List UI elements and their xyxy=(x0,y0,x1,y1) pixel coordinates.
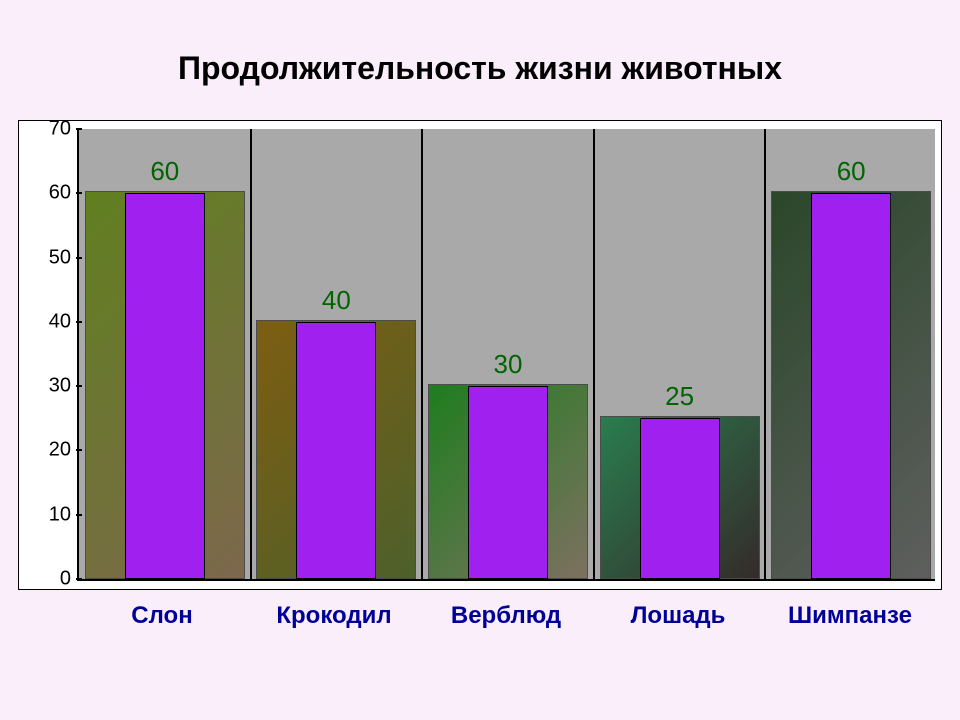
y-tick-mark xyxy=(76,514,82,516)
y-tick-label: 30 xyxy=(19,375,77,398)
x-axis-label: Лошадь xyxy=(592,602,764,630)
bar xyxy=(296,322,376,579)
x-axis-labels: СлонКрокодилВерблюдЛошадьШимпанзе xyxy=(76,602,936,630)
x-axis-label: Крокодил xyxy=(248,602,420,630)
y-tick-mark xyxy=(76,321,82,323)
bar-value-label: 60 xyxy=(765,156,937,187)
grid-vline xyxy=(250,129,252,579)
chart-title: Продолжительность жизни животных xyxy=(0,50,960,87)
bar xyxy=(125,193,205,579)
bar-value-label: 30 xyxy=(422,349,594,380)
bar-value-label: 60 xyxy=(79,156,251,187)
y-tick-label: 50 xyxy=(19,246,77,269)
y-tick-mark xyxy=(76,578,82,580)
bar-value-label: 40 xyxy=(251,285,423,316)
x-axis-label: Верблюд xyxy=(420,602,592,630)
bar xyxy=(640,418,720,579)
y-tick-mark xyxy=(76,257,82,259)
y-tick-label: 60 xyxy=(19,182,77,205)
x-axis-label: Шимпанзе xyxy=(764,602,936,630)
bar xyxy=(468,386,548,579)
y-tick-label: 10 xyxy=(19,503,77,526)
y-tick-mark xyxy=(76,385,82,387)
y-tick-mark xyxy=(76,192,82,194)
y-tick-label: 0 xyxy=(19,568,77,591)
x-axis-label: Слон xyxy=(76,602,248,630)
plot-region: 60 40 3025 60 xyxy=(77,129,935,581)
y-tick-label: 40 xyxy=(19,310,77,333)
y-tick-label: 70 xyxy=(19,118,77,141)
chart-area: 6040302560 010203040506070 xyxy=(18,120,942,590)
y-tick-mark xyxy=(76,128,82,130)
y-tick-label: 20 xyxy=(19,439,77,462)
bar-value-label: 25 xyxy=(594,381,766,412)
y-tick-mark xyxy=(76,449,82,451)
bar xyxy=(811,193,891,579)
grid-vline xyxy=(764,129,766,579)
